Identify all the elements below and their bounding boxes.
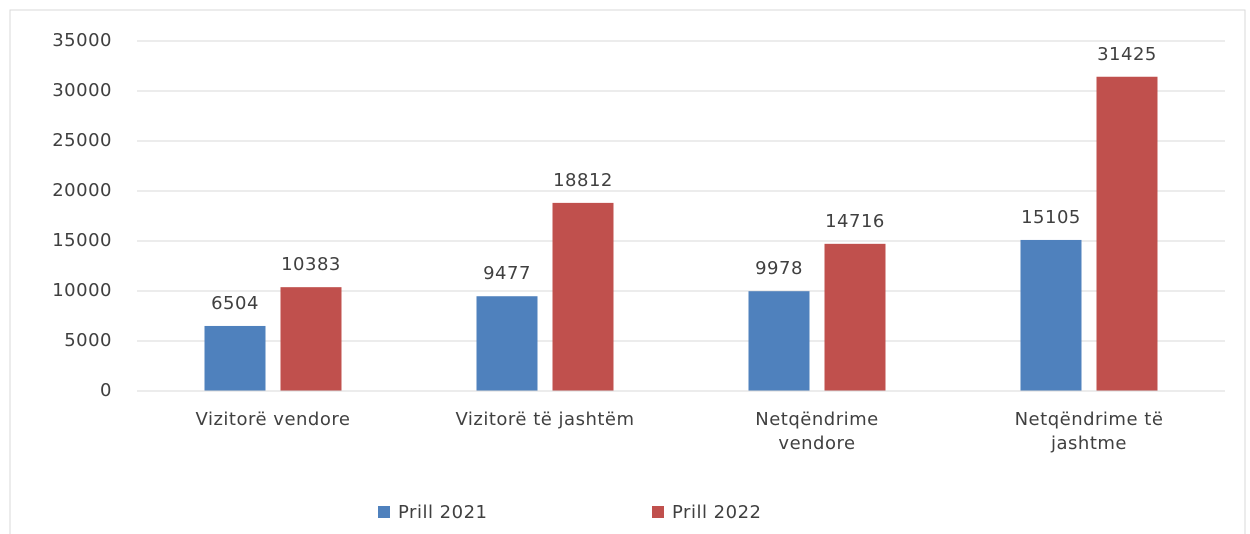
legend-label: Prill 2021 bbox=[398, 502, 487, 523]
bar bbox=[476, 296, 538, 391]
legend-swatch bbox=[652, 506, 664, 518]
x-tick-label: Vizitorë të jashtëm bbox=[455, 409, 635, 430]
data-label: 9477 bbox=[483, 263, 531, 284]
x-tick-label: Netqëndrime vendore bbox=[755, 409, 879, 454]
y-tick-label: 30000 bbox=[52, 80, 112, 101]
y-tick-label: 5000 bbox=[64, 330, 112, 351]
data-label: 18812 bbox=[553, 170, 613, 191]
y-tick-label: 25000 bbox=[52, 130, 112, 151]
bar bbox=[748, 291, 810, 391]
y-tick-label: 10000 bbox=[52, 280, 112, 301]
bar bbox=[204, 325, 266, 391]
bar bbox=[1020, 239, 1082, 391]
y-tick-label: 0 bbox=[100, 380, 112, 401]
bar bbox=[824, 243, 886, 391]
data-label: 9978 bbox=[755, 258, 803, 279]
bar bbox=[280, 287, 342, 391]
y-tick-label: 15000 bbox=[52, 230, 112, 251]
legend-label: Prill 2022 bbox=[672, 502, 761, 523]
data-label: 15105 bbox=[1021, 207, 1081, 228]
data-label: 14716 bbox=[825, 211, 885, 232]
x-tick-label: Netqëndrime të jashtme bbox=[1014, 409, 1164, 454]
y-tick-label: 20000 bbox=[52, 180, 112, 201]
y-tick-label: 35000 bbox=[52, 30, 112, 51]
data-label: 6504 bbox=[211, 293, 259, 314]
data-label: 31425 bbox=[1097, 44, 1157, 65]
legend-swatch bbox=[378, 506, 390, 518]
x-tick-label: Vizitorë vendore bbox=[195, 409, 351, 430]
data-label: 10383 bbox=[281, 254, 341, 275]
chart-frame bbox=[9, 9, 1246, 534]
bar bbox=[1096, 76, 1158, 391]
bar bbox=[552, 202, 614, 391]
